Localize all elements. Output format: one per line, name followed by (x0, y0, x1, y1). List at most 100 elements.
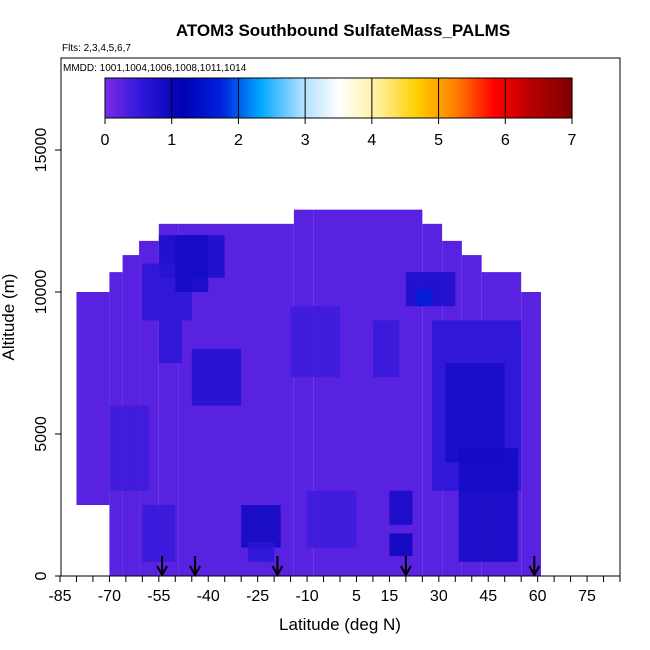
colorbar-segment (305, 78, 310, 118)
colorbar-segment (321, 78, 326, 118)
colorbar-segment (515, 78, 520, 118)
colorbar-tick-label: 6 (501, 132, 510, 149)
colorbar-segment (435, 78, 440, 118)
colorbar-segment (535, 78, 540, 118)
colorbar-segment (285, 78, 290, 118)
colorbar-segment (455, 78, 460, 118)
colorbar-segment (518, 78, 523, 118)
colorbar-segment (215, 78, 220, 118)
colorbar-segment (451, 78, 456, 118)
colorbar-segment (145, 78, 149, 118)
colorbar-segment (361, 78, 366, 118)
plot-area (76, 209, 541, 578)
colorbar-segment (381, 78, 386, 118)
colorbar-segment (485, 78, 490, 118)
heatmap-cell (415, 289, 433, 307)
colorbar-tick-label: 1 (167, 132, 176, 149)
heatmap-cell (372, 320, 400, 378)
heatmap-cell (191, 348, 242, 406)
colorbar-segment (298, 78, 303, 118)
colorbar-segment (508, 78, 513, 118)
colorbar-tick-label: 4 (367, 132, 376, 149)
colorbar-segment (275, 78, 280, 118)
colorbar-segment (161, 78, 166, 118)
y-tick-label: 15000 (33, 128, 50, 173)
colorbar-segment (491, 78, 496, 118)
colorbar-segment (295, 78, 300, 118)
colorbar-segment (338, 78, 343, 118)
y-axis-label: Altitude (m) (0, 274, 18, 361)
colorbar-segment (428, 78, 433, 118)
colorbar-segment (165, 78, 169, 118)
y-tick-label: 5000 (33, 416, 50, 452)
x-tick-label: 75 (578, 588, 596, 605)
profile-arrow-icon (189, 556, 201, 578)
colorbar-segment (445, 78, 450, 118)
colorbar-segment (441, 78, 446, 118)
colorbar-segment (458, 78, 463, 118)
colorbar-tick-label: 2 (234, 132, 243, 149)
colorbar-segment (271, 78, 276, 118)
colorbar-segment (115, 78, 119, 118)
colorbar-segment (405, 78, 410, 118)
heatmap-cell (142, 505, 176, 562)
colorbar-segment (415, 78, 420, 118)
heatmap-cell (247, 541, 275, 562)
colorbar-segment (401, 78, 406, 118)
x-tick-label: 15 (381, 588, 399, 605)
domain-column (76, 292, 110, 505)
colorbar-segment (358, 78, 363, 118)
colorbar-segment (375, 78, 380, 118)
heatmap-cell (307, 490, 357, 548)
x-tick-label: -55 (147, 588, 170, 605)
colorbar-segment (565, 78, 570, 118)
colorbar-segment (398, 78, 403, 118)
colorbar-segment (471, 78, 476, 118)
dates-label: MMDD: 1001,1004,1006,1008,1011,1014 (63, 63, 247, 74)
colorbar-segment (368, 78, 373, 118)
colorbar-segment (248, 78, 253, 118)
y-tick-label: 0 (33, 571, 50, 580)
colorbar-segment (481, 78, 486, 118)
colorbar-segment (315, 78, 320, 118)
x-tick-label: 60 (529, 588, 547, 605)
colorbar-segment (488, 78, 493, 118)
domain-column (521, 292, 541, 576)
colorbar-segment (525, 78, 530, 118)
colorbar-segment (208, 78, 213, 118)
colorbar-segment (395, 78, 400, 118)
colorbar-segment (175, 78, 179, 118)
x-tick-label: 5 (352, 588, 361, 605)
colorbar-segment (495, 78, 500, 118)
colorbar-segment (111, 78, 116, 118)
colorbar-tick-label: 0 (101, 132, 110, 149)
colorbar-segment (121, 78, 126, 118)
chart-title: ATOM3 Southbound SulfateMass_PALMS (176, 21, 510, 40)
colorbar-segment (281, 78, 286, 118)
profile-arrow-icon (528, 556, 541, 578)
colorbar-segment (378, 78, 383, 118)
heatmap-cell (290, 306, 340, 378)
colorbar-segment (388, 78, 393, 118)
colorbar-segment (255, 78, 260, 118)
colorbar-segment (531, 78, 536, 118)
colorbar-segment (151, 78, 156, 118)
colorbar-segment (318, 78, 323, 118)
colorbar-segment (198, 78, 203, 118)
x-axis-label: Latitude (deg N) (279, 615, 401, 634)
colorbar-tick-label: 5 (434, 132, 443, 149)
colorbar-segment (168, 78, 173, 118)
colorbar-segment (325, 78, 330, 118)
colorbar-segment (331, 78, 336, 118)
colorbar-segment (345, 78, 350, 118)
colorbar-segment (468, 78, 473, 118)
colorbar-segment (438, 78, 443, 118)
colorbar-segment (131, 78, 136, 118)
colorbar-segment (238, 78, 243, 118)
colorbar-segment (135, 78, 139, 118)
colorbar-segment (235, 78, 240, 118)
colorbar-segment (528, 78, 533, 118)
colorbar-segment (105, 78, 109, 118)
x-tick-label: -40 (197, 588, 220, 605)
colorbar-segment (205, 78, 210, 118)
